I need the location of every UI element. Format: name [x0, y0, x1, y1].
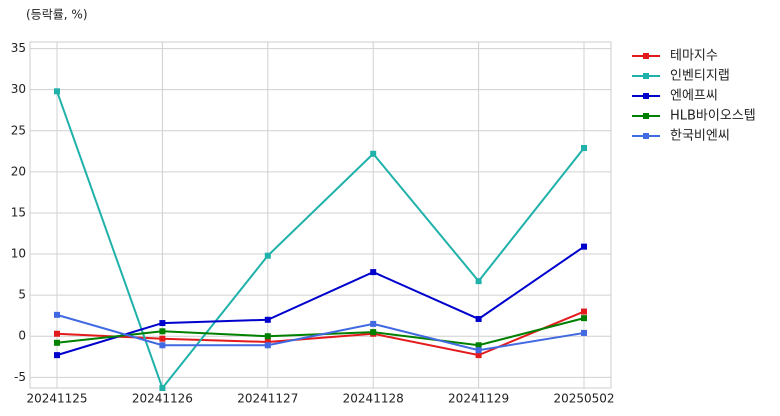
legend-marker [643, 53, 649, 59]
data-point [370, 150, 377, 157]
plot-frame [29, 41, 612, 389]
data-point [475, 347, 482, 354]
y-tick-label: 15 [11, 205, 26, 219]
data-point [54, 339, 60, 346]
data-point [581, 243, 587, 250]
data-point [475, 342, 482, 349]
data-point [264, 252, 271, 259]
data-point [264, 333, 271, 340]
legend-label: 인벤티지랩 [670, 69, 730, 84]
legend-marker [643, 113, 649, 119]
series-line [56, 245, 585, 357]
data-point [54, 88, 60, 95]
y-tick-label: 30 [11, 82, 26, 96]
x-tick-label: 20241126 [132, 392, 193, 406]
data-point [581, 329, 587, 336]
legend-label: HLB바이오스텝 [670, 109, 756, 124]
legend-label: 한국비엔씨 [670, 129, 730, 144]
data-point [370, 269, 377, 276]
data-point [159, 342, 166, 349]
data-point [159, 320, 166, 327]
y-tick-label: 25 [11, 123, 26, 137]
data-point [581, 315, 587, 322]
legend-marker [643, 93, 649, 99]
series-line [56, 313, 585, 352]
legend-marker [643, 73, 649, 79]
legend-label: 엔에프씨 [670, 89, 718, 104]
data-point [264, 342, 271, 349]
series-line [56, 90, 585, 391]
data-point [475, 278, 482, 285]
data-point [475, 315, 482, 322]
x-tick-label: 20241128 [343, 392, 404, 406]
data-point [54, 311, 60, 318]
y-tick-label: 10 [11, 247, 26, 261]
y-tick-label: 20 [11, 164, 26, 178]
data-point [54, 330, 60, 337]
data-point [581, 308, 587, 315]
x-tick-label: 20241125 [26, 392, 87, 406]
x-tick-label: 20241129 [448, 392, 509, 406]
data-point [370, 320, 377, 327]
y-tick-label: 0 [18, 329, 26, 343]
data-point [475, 352, 482, 359]
x-tick-label: 20250502 [553, 392, 614, 406]
y-tick-label: 35 [11, 41, 26, 55]
data-point [159, 385, 166, 391]
x-tick-label: 20241127 [237, 392, 298, 406]
data-point [370, 329, 377, 336]
data-point [159, 328, 166, 335]
y-tick-label: -5 [14, 370, 26, 384]
data-point [54, 352, 60, 359]
legend-label: 테마지수 [670, 49, 718, 64]
legend-marker [643, 133, 649, 139]
data-point [264, 338, 271, 345]
data-point [159, 335, 166, 342]
y-tick-label: 5 [18, 288, 26, 302]
data-point [264, 316, 271, 323]
data-point [581, 145, 587, 152]
y-axis-label: (등락률, %) [26, 8, 88, 22]
